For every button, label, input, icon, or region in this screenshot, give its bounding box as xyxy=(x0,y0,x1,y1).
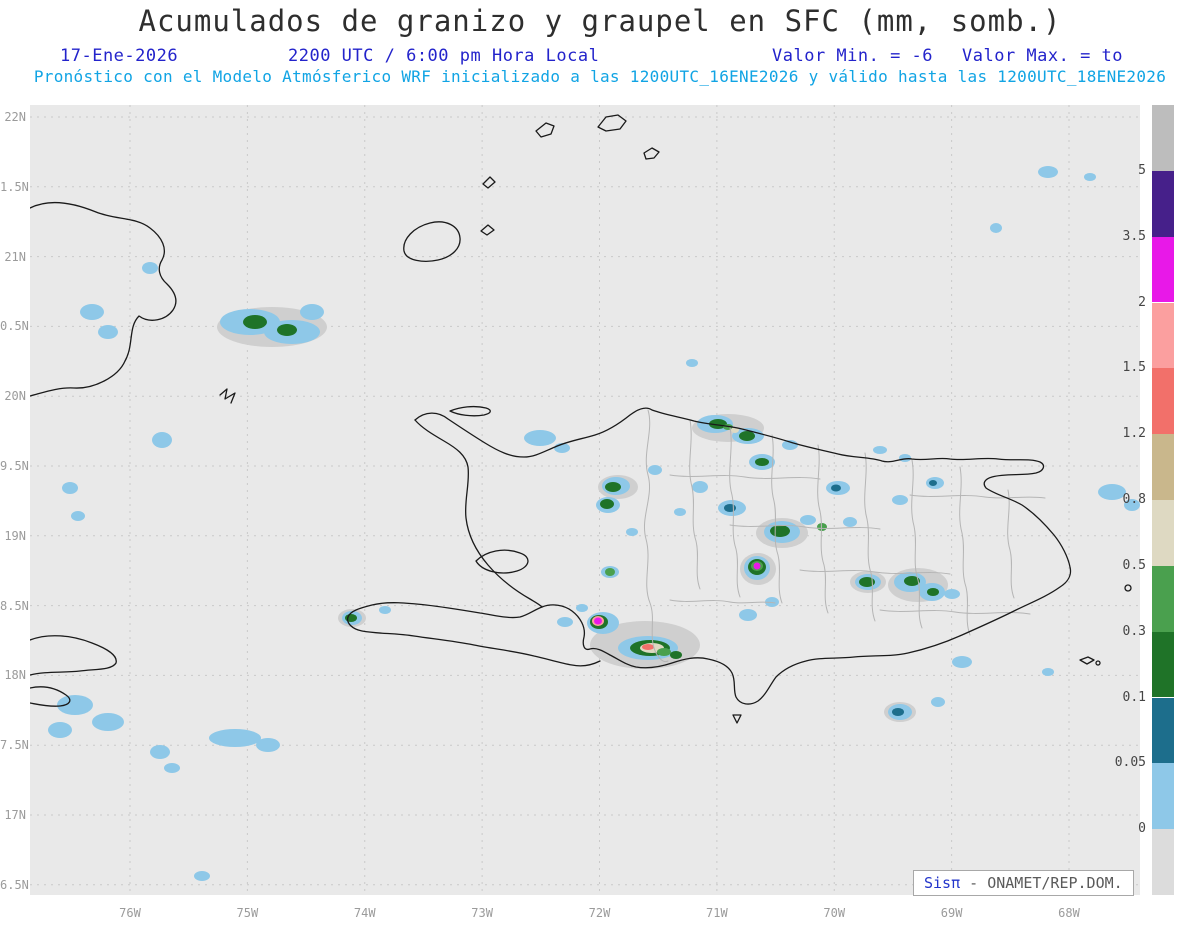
colorbar-segment xyxy=(1152,105,1174,171)
valid-date-label: 17-Ene-2026 xyxy=(60,46,179,66)
lon-tick-label: 68W xyxy=(1058,906,1080,920)
colorbar-tick-label: 2 xyxy=(1138,294,1146,310)
colorbar-tick-label: 5 xyxy=(1138,162,1146,178)
pi-symbol: π xyxy=(951,874,961,892)
lon-tick-label: 71W xyxy=(706,906,728,920)
agency-label: - ONAMET/REP.DOM. xyxy=(969,874,1123,892)
lat-tick-label: 17N xyxy=(4,808,26,822)
lat-tick-label: 21N xyxy=(4,249,26,264)
colorbar-tick-label: 1.2 xyxy=(1122,426,1146,442)
coastline-cuba-detail xyxy=(219,388,236,404)
colorbar-segment xyxy=(1152,368,1174,435)
grid-lines xyxy=(30,105,1140,895)
sispi-logo: Sis xyxy=(924,874,952,892)
map-canvas xyxy=(30,105,1140,895)
coastline-jamaica xyxy=(30,635,117,676)
hail-accumulation-shading xyxy=(48,166,1140,881)
coastline-cuba xyxy=(30,201,177,397)
coastlines xyxy=(30,114,1132,724)
colorbar-segment xyxy=(1152,829,1174,895)
coastline-gonave-island xyxy=(475,549,529,574)
colorbar-segment xyxy=(1152,565,1174,632)
colorbar-segment xyxy=(1152,697,1174,764)
lat-tick-label: 18N xyxy=(4,668,26,683)
lat-tick-label: 1.5N xyxy=(0,179,29,194)
chart-title: Acumulados de granizo y graupel en SFC (… xyxy=(138,4,1062,38)
colorbar-segment xyxy=(1152,170,1174,237)
lon-tick-label: 69W xyxy=(940,906,963,920)
colorbar-segment xyxy=(1152,763,1174,830)
lat-tick-label: 8.5N xyxy=(0,598,29,613)
province-boundaries xyxy=(644,409,1046,663)
lat-tick-label: 19N xyxy=(4,528,26,543)
colorbar-tick-label: 0.5 xyxy=(1122,557,1146,573)
branding-box: Sisπ - ONAMET/REP.DOM. xyxy=(913,870,1134,896)
lat-tick-label: 7.5N xyxy=(0,738,29,753)
coastline-haiti-west xyxy=(414,419,543,608)
value-min-label: Valor Min. = -6 xyxy=(772,46,934,66)
coastline-mona-island xyxy=(1124,584,1132,592)
lat-tick-label: 0.5N xyxy=(0,319,29,334)
coastline-inagua-island xyxy=(403,221,461,262)
value-max-label: Valor Max. = to xyxy=(962,46,1124,66)
coastline-tortue-island xyxy=(449,405,491,417)
coastline-hispaniola xyxy=(346,407,1072,705)
lat-tick-label: 22N xyxy=(4,110,26,124)
map-plot-area xyxy=(30,105,1140,895)
colorbar-segment xyxy=(1152,236,1174,303)
lon-tick-label: 73W xyxy=(471,906,493,920)
colorbar-segment xyxy=(1152,434,1174,500)
lon-tick-label: 75W xyxy=(236,906,259,920)
colorbar-segment xyxy=(1152,631,1174,698)
colorbar-tick-label: 0 xyxy=(1138,821,1146,837)
colorbar-tick-label: 1.5 xyxy=(1122,360,1146,376)
coastline-small-islands xyxy=(480,114,1095,724)
colorbar-tick-label: 0.05 xyxy=(1114,755,1146,771)
lat-tick-label: 6.5N xyxy=(0,877,29,892)
lat-tick-label: 9.5N xyxy=(0,459,29,473)
lon-tick-label: 72W xyxy=(588,906,611,920)
colorbar-tick-label: 0.8 xyxy=(1122,492,1146,507)
colorbar-tick-label: 0.1 xyxy=(1122,689,1146,705)
colorbar-segment xyxy=(1152,500,1174,566)
colorbar-tick-label: 0.3 xyxy=(1122,623,1146,639)
coastline-jamaica-south xyxy=(30,686,71,707)
colorbar-tick-label: 3.5 xyxy=(1122,228,1146,244)
valid-time-label: 2200 UTC / 6:00 pm Hora Local xyxy=(288,46,600,66)
lon-tick-label: 74W xyxy=(353,906,376,920)
colorbar-segment xyxy=(1152,302,1174,369)
lon-tick-label: 70W xyxy=(823,906,846,920)
coastline-catalina-island xyxy=(1095,660,1101,666)
model-init-label: Pronóstico con el Modelo Atmósferico WRF… xyxy=(33,67,1167,86)
lon-tick-label: 76W xyxy=(119,906,141,920)
lat-tick-label: 20N xyxy=(4,389,26,404)
